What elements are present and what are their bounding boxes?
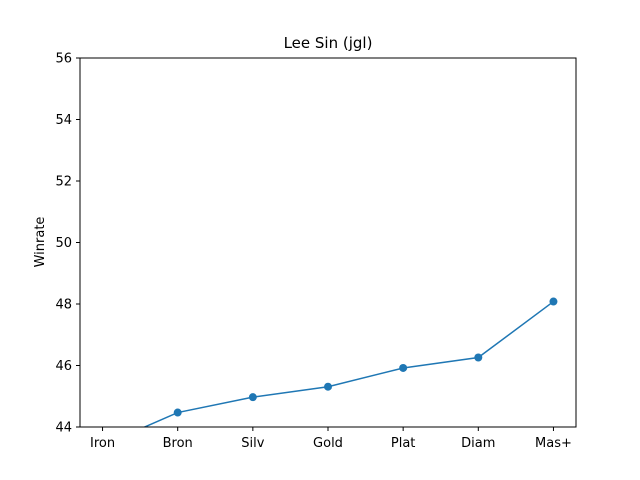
y-tick-label: 52 bbox=[55, 175, 72, 190]
series-line bbox=[142, 300, 554, 427]
series-layer bbox=[142, 297, 558, 427]
data-point bbox=[399, 363, 408, 372]
y-axis-ticks: 44 46 48 50 52 54 56 bbox=[55, 52, 80, 436]
y-axis-label: Winrate bbox=[33, 217, 48, 268]
x-tick-label: Gold bbox=[313, 436, 343, 451]
data-point bbox=[248, 393, 257, 402]
y-tick-label: 48 bbox=[55, 298, 72, 313]
data-point bbox=[173, 408, 182, 417]
x-tick-label: Mas+ bbox=[535, 436, 572, 451]
y-tick-label: 46 bbox=[55, 359, 72, 374]
y-tick-label: 44 bbox=[55, 421, 72, 436]
x-axis-ticks: Iron Bron Silv Gold Plat Diam Mas+ bbox=[90, 427, 572, 451]
x-tick-label: Bron bbox=[163, 436, 193, 451]
data-point bbox=[474, 353, 483, 362]
y-tick-label: 54 bbox=[55, 113, 72, 128]
x-tick-label: Diam bbox=[461, 436, 495, 451]
y-tick-label: 56 bbox=[55, 52, 72, 67]
x-tick-label: Plat bbox=[391, 436, 416, 451]
chart-title: Lee Sin (jgl) bbox=[284, 34, 373, 52]
y-tick-label: 50 bbox=[55, 236, 72, 251]
plot-frame bbox=[79, 57, 577, 428]
x-tick-label: Silv bbox=[241, 436, 264, 451]
data-point bbox=[324, 382, 332, 391]
data-point bbox=[549, 297, 558, 306]
x-tick-label: Iron bbox=[90, 436, 115, 451]
